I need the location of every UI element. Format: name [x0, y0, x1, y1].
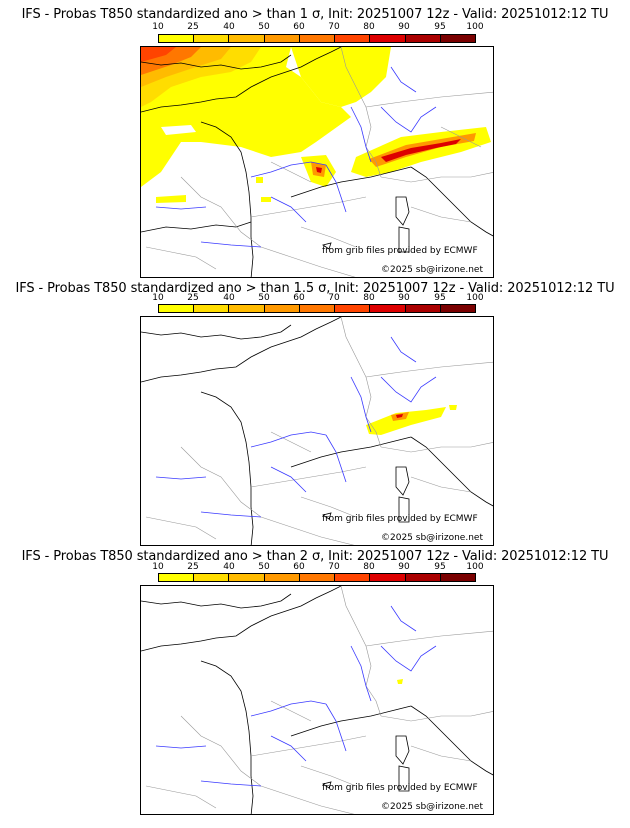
map-svg	[141, 317, 493, 545]
borders	[145, 317, 493, 545]
colorbar-segment	[299, 35, 336, 42]
probability-field	[366, 405, 457, 435]
tick-label: 60	[293, 22, 305, 32]
tick-label: 50	[258, 293, 270, 303]
tick-label: 95	[434, 22, 446, 32]
tick-label: 80	[363, 562, 375, 572]
tick-label: 90	[398, 562, 410, 572]
colorbar-segment	[194, 35, 230, 42]
tick-label: 25	[187, 22, 199, 32]
colorbar	[158, 304, 476, 313]
colorbar-ticks: 10 25 40 50 60 70 80 90 95 100	[152, 22, 483, 33]
colorbar	[158, 34, 476, 43]
tick-label: 95	[434, 293, 446, 303]
rivers	[155, 605, 437, 787]
tick-label: 10	[152, 562, 164, 572]
borders	[145, 47, 493, 277]
probability-field	[141, 47, 491, 203]
colorbar-segment	[229, 35, 265, 42]
colorbar-segment	[159, 305, 195, 312]
map-panel-2: from grib files provided by ECMWF ©2025 …	[140, 316, 494, 546]
colorbar-segment	[405, 574, 441, 581]
tick-label: 95	[434, 562, 446, 572]
tick-label: 100	[466, 562, 484, 572]
tick-label: 70	[328, 562, 340, 572]
colorbar-segment	[405, 35, 441, 42]
colorbar-segment	[370, 305, 406, 312]
borders	[145, 586, 493, 814]
tick-label: 100	[466, 22, 484, 32]
colorbar-segment	[299, 305, 336, 312]
coastlines	[141, 586, 493, 814]
colorbar-segment	[159, 574, 195, 581]
map-panel-3: from grib files provided by ECMWF ©2025 …	[140, 585, 494, 815]
tick-label: 70	[328, 293, 340, 303]
colorbar-segment	[194, 305, 230, 312]
tick-label: 100	[466, 293, 484, 303]
panel-title: IFS - Probas T850 standardized ano > tha…	[21, 549, 609, 564]
tick-label: 60	[293, 562, 305, 572]
colorbar-segment	[370, 574, 406, 581]
colorbar-segment	[405, 305, 441, 312]
tick-label: 80	[363, 293, 375, 303]
colorbar	[158, 573, 476, 582]
colorbar-segment	[264, 305, 300, 312]
credit-source: from grib files provided by ECMWF	[322, 783, 478, 793]
credit-source: from grib files provided by ECMWF	[322, 514, 478, 524]
colorbar-segment	[264, 35, 300, 42]
colorbar-segment	[440, 574, 475, 581]
tick-label: 90	[398, 293, 410, 303]
panel-title: IFS - Probas T850 standardized ano > tha…	[15, 281, 615, 296]
colorbar-segment	[159, 35, 195, 42]
tick-label: 40	[223, 22, 235, 32]
tick-label: 90	[398, 22, 410, 32]
credit-source: from grib files provided by ECMWF	[322, 246, 478, 256]
tick-label: 50	[258, 562, 270, 572]
tick-label: 60	[293, 293, 305, 303]
colorbar-ticks: 10 25 40 50 60 70 80 90 95 100	[152, 562, 483, 573]
colorbar-segment	[194, 574, 230, 581]
credit-copyright: ©2025 sb@irizone.net	[381, 265, 483, 275]
credit-copyright: ©2025 sb@irizone.net	[381, 533, 483, 543]
colorbar-segment	[335, 305, 371, 312]
tick-label: 40	[223, 562, 235, 572]
colorbar-segment	[299, 574, 336, 581]
colorbar-segment	[264, 574, 300, 581]
tick-label: 10	[152, 293, 164, 303]
colorbar-segment	[440, 35, 475, 42]
rivers	[155, 66, 437, 248]
coastlines	[141, 47, 493, 277]
rivers	[155, 336, 437, 518]
credit-copyright: ©2025 sb@irizone.net	[381, 802, 483, 812]
colorbar-segment	[440, 305, 475, 312]
map-svg	[141, 586, 493, 814]
colorbar-segment	[370, 35, 406, 42]
map-panel-1: from grib files provided by ECMWF ©2025 …	[140, 46, 494, 278]
colorbar-segment	[335, 574, 371, 581]
colorbar-segment	[229, 574, 265, 581]
tick-label: 25	[187, 293, 199, 303]
panel-title: IFS - Probas T850 standardized ano > tha…	[21, 7, 609, 22]
colorbar-segment	[229, 305, 265, 312]
map-svg	[141, 47, 493, 277]
colorbar-ticks: 10 25 40 50 60 70 80 90 95 100	[152, 293, 483, 304]
tick-label: 25	[187, 562, 199, 572]
tick-label: 50	[258, 22, 270, 32]
probability-field	[397, 679, 403, 684]
colorbar-segment	[335, 35, 371, 42]
tick-label: 10	[152, 22, 164, 32]
coastlines	[141, 317, 493, 545]
tick-label: 40	[223, 293, 235, 303]
tick-label: 80	[363, 22, 375, 32]
tick-label: 70	[328, 22, 340, 32]
